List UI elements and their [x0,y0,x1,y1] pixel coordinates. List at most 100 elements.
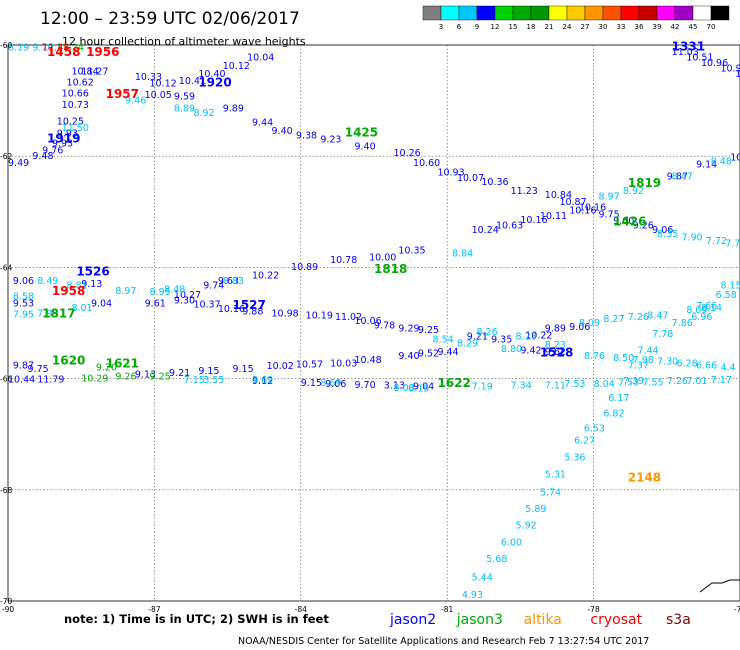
swh-point: 5.31 [545,470,566,481]
swh-point: 5.74 [540,487,561,498]
swh-point: 9.20 [96,362,117,373]
coastline-fragment [699,579,740,593]
swh-point: 8.09 [686,305,707,316]
x-tick-label: -87 [148,605,160,614]
swh-point: 10.16 [579,203,606,214]
swh-point: 9.46 [125,95,146,106]
swh-point: 9.21 [467,332,488,343]
swh-point: 10.60 [413,158,440,169]
swh-point: 8.89 [174,104,195,115]
swh-point: 5.89 [525,504,546,515]
swh-point: 9.06 [325,379,346,390]
swh-point: 7.66 [696,301,717,312]
swh-point: 7.72 [706,236,727,247]
swh-point: 8.47 [672,172,693,183]
swh-point: 8.48 [711,157,732,168]
swh-point: 9.75 [598,209,619,220]
swh-point: 6.53 [584,423,605,434]
swh-point: 6.82 [603,408,624,419]
swh-point: 10.12 [223,61,250,72]
colorbar-swatch [638,5,658,21]
colorbar-swatch [656,5,676,21]
swh-point: 6.17 [608,393,629,404]
swh-point: 5.92 [516,521,537,532]
pass-time-label: 1620 [52,354,85,368]
pass-time-label: 1458 [47,45,80,59]
y-tick-label: -66 [0,375,12,384]
pass-time-label: 1919 [47,131,80,145]
pass-time-label: 1331 [672,40,705,54]
swh-point: 10.87 [559,197,586,208]
swh-point: 10.44 [8,374,35,385]
legend-jason2: jason2 [389,612,436,628]
swh-point: 9.38 [296,130,317,141]
swh-point: 9.06 [569,322,590,333]
swh-point: 7.17 [711,375,732,386]
plot-area [7,44,740,602]
swh-point: 3.69 [252,375,273,386]
swh-point: 10.03 [330,358,357,369]
swh-point: 9.15 [232,364,253,375]
pass-time-label: 1425 [345,126,378,140]
colorbar-swatch [566,5,586,21]
swh-point: 9.35 [491,334,512,345]
swh-point: 8.23 [516,332,537,343]
legend-cryosat: cryosat [590,612,642,628]
swh-point: 10.05 [145,90,172,101]
pass-time-label: 1956 [86,45,119,59]
swh-point: 10.63 [496,220,523,231]
swh-point: 9.88 [242,307,263,318]
colorbar-swatch [620,5,640,21]
swh-point: 10.25 [57,117,84,128]
y-tick-label: -70 [0,597,12,606]
swh-point: 10.22 [252,271,279,282]
swh-point: 3.13 [384,381,405,392]
swh-point: 8.09 [579,318,600,329]
swh-point: 8.50 [613,353,634,364]
swh-point: 11.27 [81,66,108,77]
x-tick-label: -75 [734,605,740,614]
swh-point: 7.55 [642,377,663,388]
swh-point: 7.53 [564,379,585,390]
swh-point: 3.55 [203,375,224,386]
pass-labels: 1331 1956 1458 1920 1957 1919 1425 1819 1426 1818… [42,40,705,485]
swh-point: 10.24 [472,225,499,236]
pass-time-label: 1957 [106,87,139,101]
swh-point: 7.44 [638,346,659,357]
swh-point: 6.27 [574,436,595,447]
swh-point: 8.97 [115,286,136,297]
swh-point: 11.79 [37,374,64,385]
swh-point: 7.30 [657,357,678,368]
swh-point: 10.48 [354,355,381,366]
swh-point: 8.35 [657,229,678,240]
pass-time-label: 2148 [628,470,661,484]
swh-point: 10.84 [545,190,572,201]
swh-point: 7.95 [13,309,34,320]
swh-point: 9.21 [169,368,190,379]
swh-point: 8.15 [408,383,429,394]
colorbar-swatch [548,5,568,21]
colorbar-swatch [602,5,622,21]
swh-point: 8.95 [150,287,171,298]
pass-time-label: 1818 [374,262,407,276]
swh-point: 8.15 [720,281,740,292]
swh-point: 10.89 [291,262,318,273]
swh-point: 10.16 [218,304,245,315]
swh-point: 10.0 [730,153,740,164]
colorbar-swatch [530,5,550,21]
y-tick-label: -60 [0,41,12,50]
swh-point: 4.93 [462,590,483,601]
satellite-legend: jason2 jason3 altika cryosat s3a [389,612,691,628]
swh-point: 9.04 [91,298,112,309]
swh-point: 7.19 [472,382,493,393]
colorbar-label: 70 [707,23,716,31]
x-tick-label: -90 [2,605,14,614]
swh-point: 6.00 [501,537,522,548]
x-tick-label: -78 [587,605,599,614]
swh-point: 11.03 [672,47,699,58]
legend-jason3: jason3 [456,612,503,628]
swh-point: 6.58 [716,290,737,301]
colorbar-swatch [710,5,730,21]
swh-point: 10.16 [520,215,547,226]
pass-time-label: 1958 [52,284,85,298]
